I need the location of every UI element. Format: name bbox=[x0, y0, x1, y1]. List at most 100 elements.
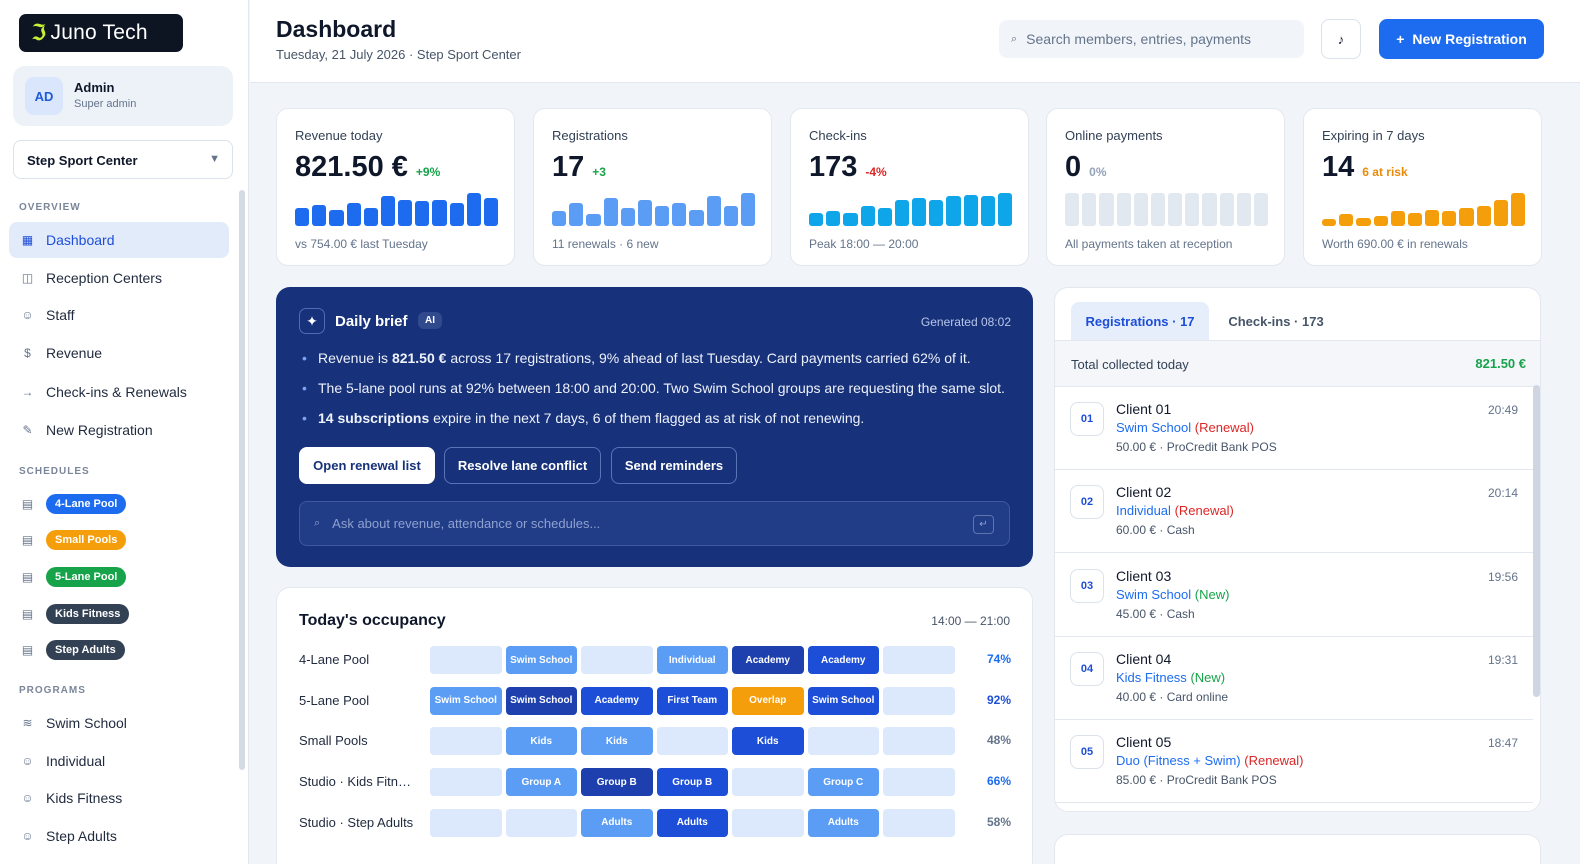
occupancy-slot[interactable] bbox=[883, 646, 955, 674]
schedule-item-4-lane-pool[interactable]: ▤ 4-Lane Pool bbox=[9, 486, 229, 522]
kpi-card-expiring[interactable]: Expiring in 7 days 14 6 at risk Worth 690… bbox=[1303, 108, 1542, 266]
kpi-card-registrations[interactable]: Registrations 17 +3 11 renewals · 6 new bbox=[533, 108, 772, 266]
schedule-item-kids-fitness[interactable]: ▤ Kids Fitness bbox=[9, 596, 229, 632]
occupancy-slot[interactable]: Group B bbox=[581, 768, 653, 797]
schedule-pill: Step Adults bbox=[46, 640, 125, 660]
schedule-item-small-pools[interactable]: ▤ Small Pools bbox=[9, 522, 229, 558]
occupancy-slot[interactable] bbox=[430, 768, 502, 797]
occupancy-row: Small Pools Kids Kids Kids 48% bbox=[299, 727, 1011, 756]
occupancy-slot[interactable] bbox=[430, 727, 502, 756]
sidebar-scrollbar[interactable] bbox=[239, 190, 245, 770]
occupancy-slot[interactable] bbox=[430, 808, 502, 837]
ask-ai-input[interactable]: ⌕ Ask about revenue, attendance or sched… bbox=[299, 501, 1010, 546]
occupancy-slot[interactable] bbox=[883, 727, 955, 756]
occupancy-slot[interactable] bbox=[732, 808, 804, 837]
entry-time: 20:49 bbox=[1487, 403, 1518, 417]
registration-entry[interactable]: 04 Client 04 Kids Fitness (New) 40.00 € … bbox=[1055, 637, 1533, 720]
registration-entry[interactable]: 02 Client 02 Individual (Renewal) 60.00 … bbox=[1055, 470, 1533, 554]
occupancy-slot[interactable] bbox=[883, 686, 955, 715]
occupancy-slot[interactable]: Swim School bbox=[807, 686, 879, 715]
user-card[interactable]: AD Admin Super admin bbox=[13, 66, 233, 126]
occupancy-slot[interactable]: Academy bbox=[807, 646, 879, 674]
registration-entry[interactable]: 03 Client 03 Swim School (New) 45.00 € ·… bbox=[1055, 554, 1533, 637]
sidebar-item-staff[interactable]: ☺ Staff bbox=[9, 297, 229, 333]
user-name: Admin bbox=[74, 80, 115, 95]
entry-program: Kids Fitness (New) bbox=[1116, 670, 1225, 685]
occupancy-slot[interactable] bbox=[656, 727, 728, 756]
open-renewal-list-button[interactable]: Open renewal list bbox=[299, 447, 435, 484]
registration-entry[interactable]: 01 Client 01 Swim School (Renewal) 50.00… bbox=[1055, 387, 1533, 470]
occupancy-slot[interactable]: Swim School bbox=[505, 686, 577, 715]
occupancy-slot[interactable]: Group B bbox=[656, 768, 728, 797]
program-item-kids-fitness[interactable]: ☺ Kids Fitness bbox=[9, 780, 229, 816]
program-item-swim-school[interactable]: ≋ Swim School bbox=[9, 705, 229, 741]
brief-line-pool: The 5-lane pool runs at 92% between 18:0… bbox=[302, 380, 1005, 396]
spark-bar bbox=[1339, 214, 1354, 226]
tab-checkins[interactable]: Check-ins · 173 bbox=[1228, 313, 1324, 329]
entry-number: 02 bbox=[1070, 485, 1104, 520]
kpi-sparkbars bbox=[1065, 193, 1269, 226]
sidebar-item-dashboard[interactable]: ▦ Dashboard bbox=[9, 222, 229, 258]
tab-registrations[interactable]: Registrations · 17 bbox=[1071, 302, 1209, 340]
entry-program-name: Individual bbox=[1116, 503, 1171, 519]
occupancy-slot[interactable] bbox=[430, 646, 502, 674]
occupancy-slot[interactable] bbox=[732, 768, 804, 797]
occupancy-slot[interactable]: Adults bbox=[656, 808, 728, 837]
spark-bar bbox=[1116, 193, 1131, 226]
sidebar-item-revenue[interactable]: $ Revenue bbox=[9, 335, 229, 371]
occupancy-slot[interactable]: Swim School bbox=[505, 646, 577, 674]
occupancy-slot[interactable] bbox=[505, 808, 577, 837]
spark-bar bbox=[1150, 193, 1166, 226]
occupancy-slot[interactable]: Kids bbox=[581, 727, 653, 756]
brand-logo[interactable]: ℑ Juno Tech bbox=[19, 14, 183, 52]
occupancy-slot[interactable] bbox=[883, 768, 955, 797]
occupancy-slot[interactable]: Kids bbox=[732, 727, 804, 756]
occupancy-slot[interactable]: Overlap bbox=[732, 686, 804, 715]
occupancy-slot[interactable]: Academy bbox=[581, 686, 653, 715]
registration-list-scrollbar[interactable] bbox=[1533, 385, 1540, 697]
occupancy-slot[interactable] bbox=[807, 727, 879, 756]
occupancy-slots: Group A Group B Group B Group C bbox=[430, 768, 955, 797]
send-reminders-button[interactable]: Send reminders bbox=[611, 447, 737, 484]
occupancy-slot[interactable] bbox=[883, 808, 955, 837]
occupancy-slot[interactable]: Group C bbox=[807, 768, 879, 797]
schedule-item-step-adults[interactable]: ▤ Step Adults bbox=[9, 632, 229, 668]
program-item-step-adults[interactable]: ☺ Step Adults bbox=[9, 818, 229, 854]
brief-generated-time: Generated 08:02 bbox=[920, 315, 1011, 329]
spark-bar bbox=[603, 197, 618, 226]
kpi-value-text: 173 bbox=[809, 151, 858, 183]
kpi-card-online-payments[interactable]: Online payments 0 0% All payments taken a… bbox=[1046, 108, 1285, 266]
kpi-card-revenue[interactable]: Revenue today 821.50 € +9% vs 754.00 € la… bbox=[276, 108, 515, 266]
occupancy-slot[interactable]: Kids bbox=[505, 727, 577, 756]
occupancy-slot[interactable]: Swim School bbox=[430, 686, 502, 715]
kpi-value-text: 17 bbox=[552, 151, 585, 183]
notification-button[interactable]: ♪ bbox=[1321, 19, 1361, 59]
resolve-lane-conflict-button[interactable]: Resolve lane conflict bbox=[444, 447, 601, 484]
page-title: Dashboard bbox=[276, 16, 397, 42]
header: Dashboard Tuesday, 21 July 2026 · Step S… bbox=[250, 0, 1580, 83]
program-item-individual[interactable]: ☺ Individual bbox=[9, 743, 229, 779]
occupancy-slot[interactable]: Individual bbox=[656, 646, 728, 674]
person-icon: ☺ bbox=[21, 829, 34, 843]
sidebar-item-new-registration[interactable]: ✎ New Registration bbox=[9, 412, 229, 448]
occupancy-slot[interactable]: Group A bbox=[505, 768, 577, 797]
center-select[interactable]: Step Sport Center ▼ bbox=[13, 140, 233, 179]
spark-bar bbox=[929, 199, 944, 226]
sidebar-item-reception-centers[interactable]: ◫ Reception Centers bbox=[9, 260, 229, 296]
kpi-card-checkins[interactable]: Check-ins 173 -4% Peak 18:00 — 20:00 bbox=[790, 108, 1029, 266]
sidebar-item-checkins-renewals[interactable]: → Check-ins & Renewals bbox=[9, 374, 229, 410]
spark-bar bbox=[912, 197, 927, 226]
occupancy-slot[interactable]: Academy bbox=[732, 646, 804, 674]
entry-program: Duo (Fitness + Swim) (Renewal) bbox=[1116, 753, 1304, 768]
sparkle-icon: ✦ bbox=[299, 308, 325, 334]
new-registration-button[interactable]: + New Registration bbox=[1379, 19, 1544, 59]
occupancy-slot[interactable]: Adults bbox=[807, 808, 879, 837]
search-input[interactable]: ⌕ Search members, entries, payments bbox=[999, 20, 1304, 58]
schedule-item-5-lane-pool[interactable]: ▤ 5-Lane Pool bbox=[9, 559, 229, 595]
registration-entry[interactable]: 05 Client 05 Duo (Fitness + Swim) (Renew… bbox=[1055, 720, 1533, 804]
spark-bar bbox=[809, 212, 824, 226]
occupancy-slot[interactable]: Adults bbox=[581, 808, 653, 837]
sidebar-item-label: Staff bbox=[46, 307, 75, 323]
occupancy-slot[interactable]: First Team bbox=[656, 686, 728, 715]
occupancy-slot[interactable] bbox=[581, 646, 653, 674]
